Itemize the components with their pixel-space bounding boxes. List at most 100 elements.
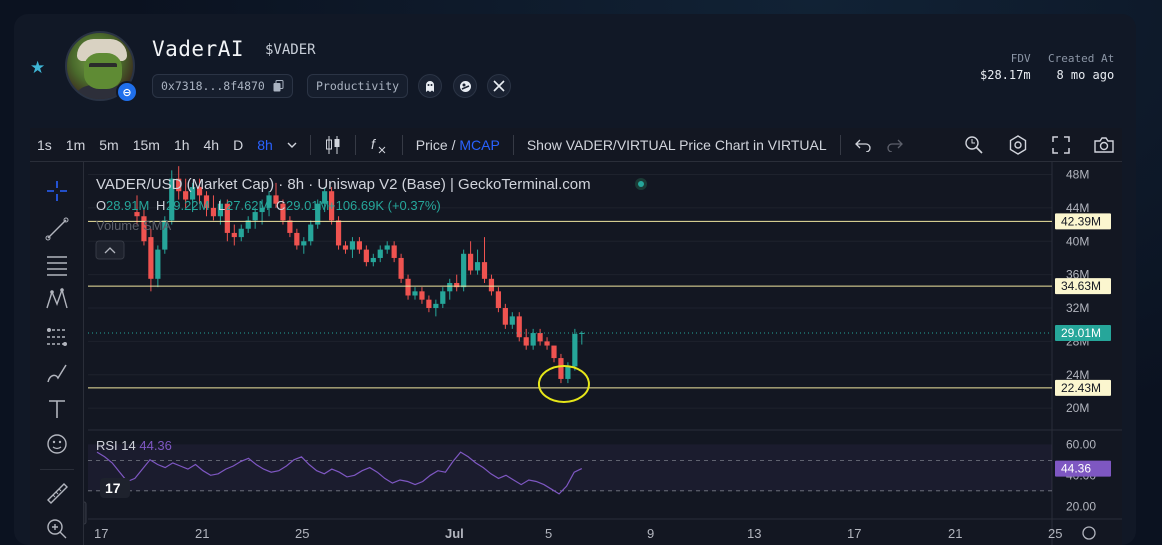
highlight-circle [537,364,590,403]
chevron-down-icon[interactable] [280,128,304,162]
undo-icon[interactable] [847,128,879,162]
interval-1s[interactable]: 1s [37,136,52,153]
x-axis-tick-label: 21 [195,526,209,541]
candle-body [419,291,425,300]
camera-icon[interactable] [1086,128,1122,162]
redo-icon[interactable] [879,128,911,162]
interval-15m[interactable]: 15m [132,136,160,153]
candlestick-chart[interactable]: 48M44M40M36M32M28M24M20M42.39M34.63M22.4… [30,162,1122,545]
price-level-label: 34.63M [1061,279,1101,293]
interval-1h[interactable]: 1h [173,136,190,153]
x-axis-tick-label: 21 [948,526,962,541]
x-axis-tick-label: 25 [295,526,309,541]
rsi-band [88,444,1052,491]
emoji-icon[interactable] [44,431,70,457]
y-axis-tick-label: 44M [1066,201,1089,215]
candle-body [509,316,515,325]
svg-text:f: f [371,136,377,152]
search-settings-icon[interactable] [956,128,992,162]
ruler-icon[interactable] [44,480,70,506]
volume-sma-label: Volume SMA [96,218,171,233]
fx-icon[interactable]: f [362,128,396,162]
zoom-in-icon[interactable] [44,516,70,542]
x-icon[interactable] [487,74,511,98]
rsi-indicator-label: RSI 14 44.36 [96,438,172,453]
text-icon[interactable] [44,396,70,422]
candle-body [384,245,390,250]
interval-4h[interactable]: 4h [203,136,220,153]
horizontal-lines-icon[interactable] [44,252,70,278]
candle-body [231,232,237,238]
copy-icon[interactable] [273,80,284,92]
gecko-icon[interactable] [453,74,477,98]
tradingview-logo [100,478,130,498]
candle-body [273,195,279,204]
chart-legend-title: VADER/USD (Market Cap) · 8h · Uniswap V2… [96,176,591,193]
candle-body [252,212,258,221]
ghost-icon[interactable] [418,74,442,98]
chain-badge-icon: ⊖ [116,81,138,103]
trend-line-icon[interactable] [44,216,70,242]
rsi-tick-label: 60.00 [1066,437,1096,451]
candle-body [377,249,383,258]
price-level-tag [1055,213,1111,230]
candle-body [245,220,251,229]
x-axis-tick-label: Jul [445,526,464,541]
token-symbol: $VADER [265,42,316,58]
candle-body [502,308,508,325]
candle-body [426,299,432,309]
candle-body [495,291,501,309]
candle-body [474,262,481,271]
fdv-stat: FDV $28.17m [980,52,1031,82]
candle-body [440,291,446,304]
gear-icon[interactable] [1000,128,1036,162]
candle-body [565,366,571,379]
interval-1m[interactable]: 1m [65,136,86,153]
price-mcap-toggle[interactable]: Price / MCAP [415,136,500,153]
candle-body [391,245,397,258]
created-at-value: 8 mo ago [1056,68,1115,82]
y-axis-tick-label: 20M [1066,401,1089,415]
candle-body [461,253,467,288]
candle-body [530,333,536,346]
category-pill[interactable]: Productivity [307,74,409,98]
ohlc-value: 28.91M [106,198,149,213]
candle-body [481,262,488,279]
candle-body [224,203,230,233]
candle-body [558,358,564,379]
candle-body [356,241,362,250]
interval-d[interactable]: D [233,136,244,153]
favorite-star-icon[interactable]: ★ [30,58,46,77]
collapse-legend-button[interactable] [95,240,125,260]
interval-5m[interactable]: 5m [99,136,119,153]
rsi-line [96,451,583,495]
last-price-label: 29.01M [1061,326,1101,340]
candle-body [155,249,161,279]
candle-body [370,257,376,263]
show-virtual-chart-button[interactable]: Show VADER/VIRTUAL Price Chart in VIRTUA… [526,136,827,153]
brush-icon[interactable] [44,360,70,386]
candles-icon[interactable] [317,128,349,162]
contract-address: 0x7318...8f4870 [161,79,265,93]
candle-body [329,191,335,221]
candle-body [433,303,439,309]
candle-body [280,203,286,221]
candle-body [447,282,453,292]
candle-body [335,220,342,246]
candle-body [176,178,182,192]
candle-body [572,333,578,367]
fdv-label: FDV [1010,52,1031,65]
contract-address-pill[interactable]: 0x7318...8f4870 [152,74,293,98]
candle-body [551,345,557,359]
x-axis-tick-label: 13 [747,526,761,541]
chevron-up-icon [104,247,116,254]
candle-body [537,333,543,342]
fullscreen-icon[interactable] [1044,128,1078,162]
interval-8h[interactable]: 8h [257,136,273,153]
candle-body [301,241,307,246]
crosshair-icon[interactable] [44,178,70,204]
pattern-icon[interactable] [44,286,70,312]
fib-icon[interactable] [44,324,70,350]
chart-area[interactable]: 48M 44M 40M 36M 32M 28M 24M 20M 42.39M 34.63M 22.4… [30,162,1122,545]
